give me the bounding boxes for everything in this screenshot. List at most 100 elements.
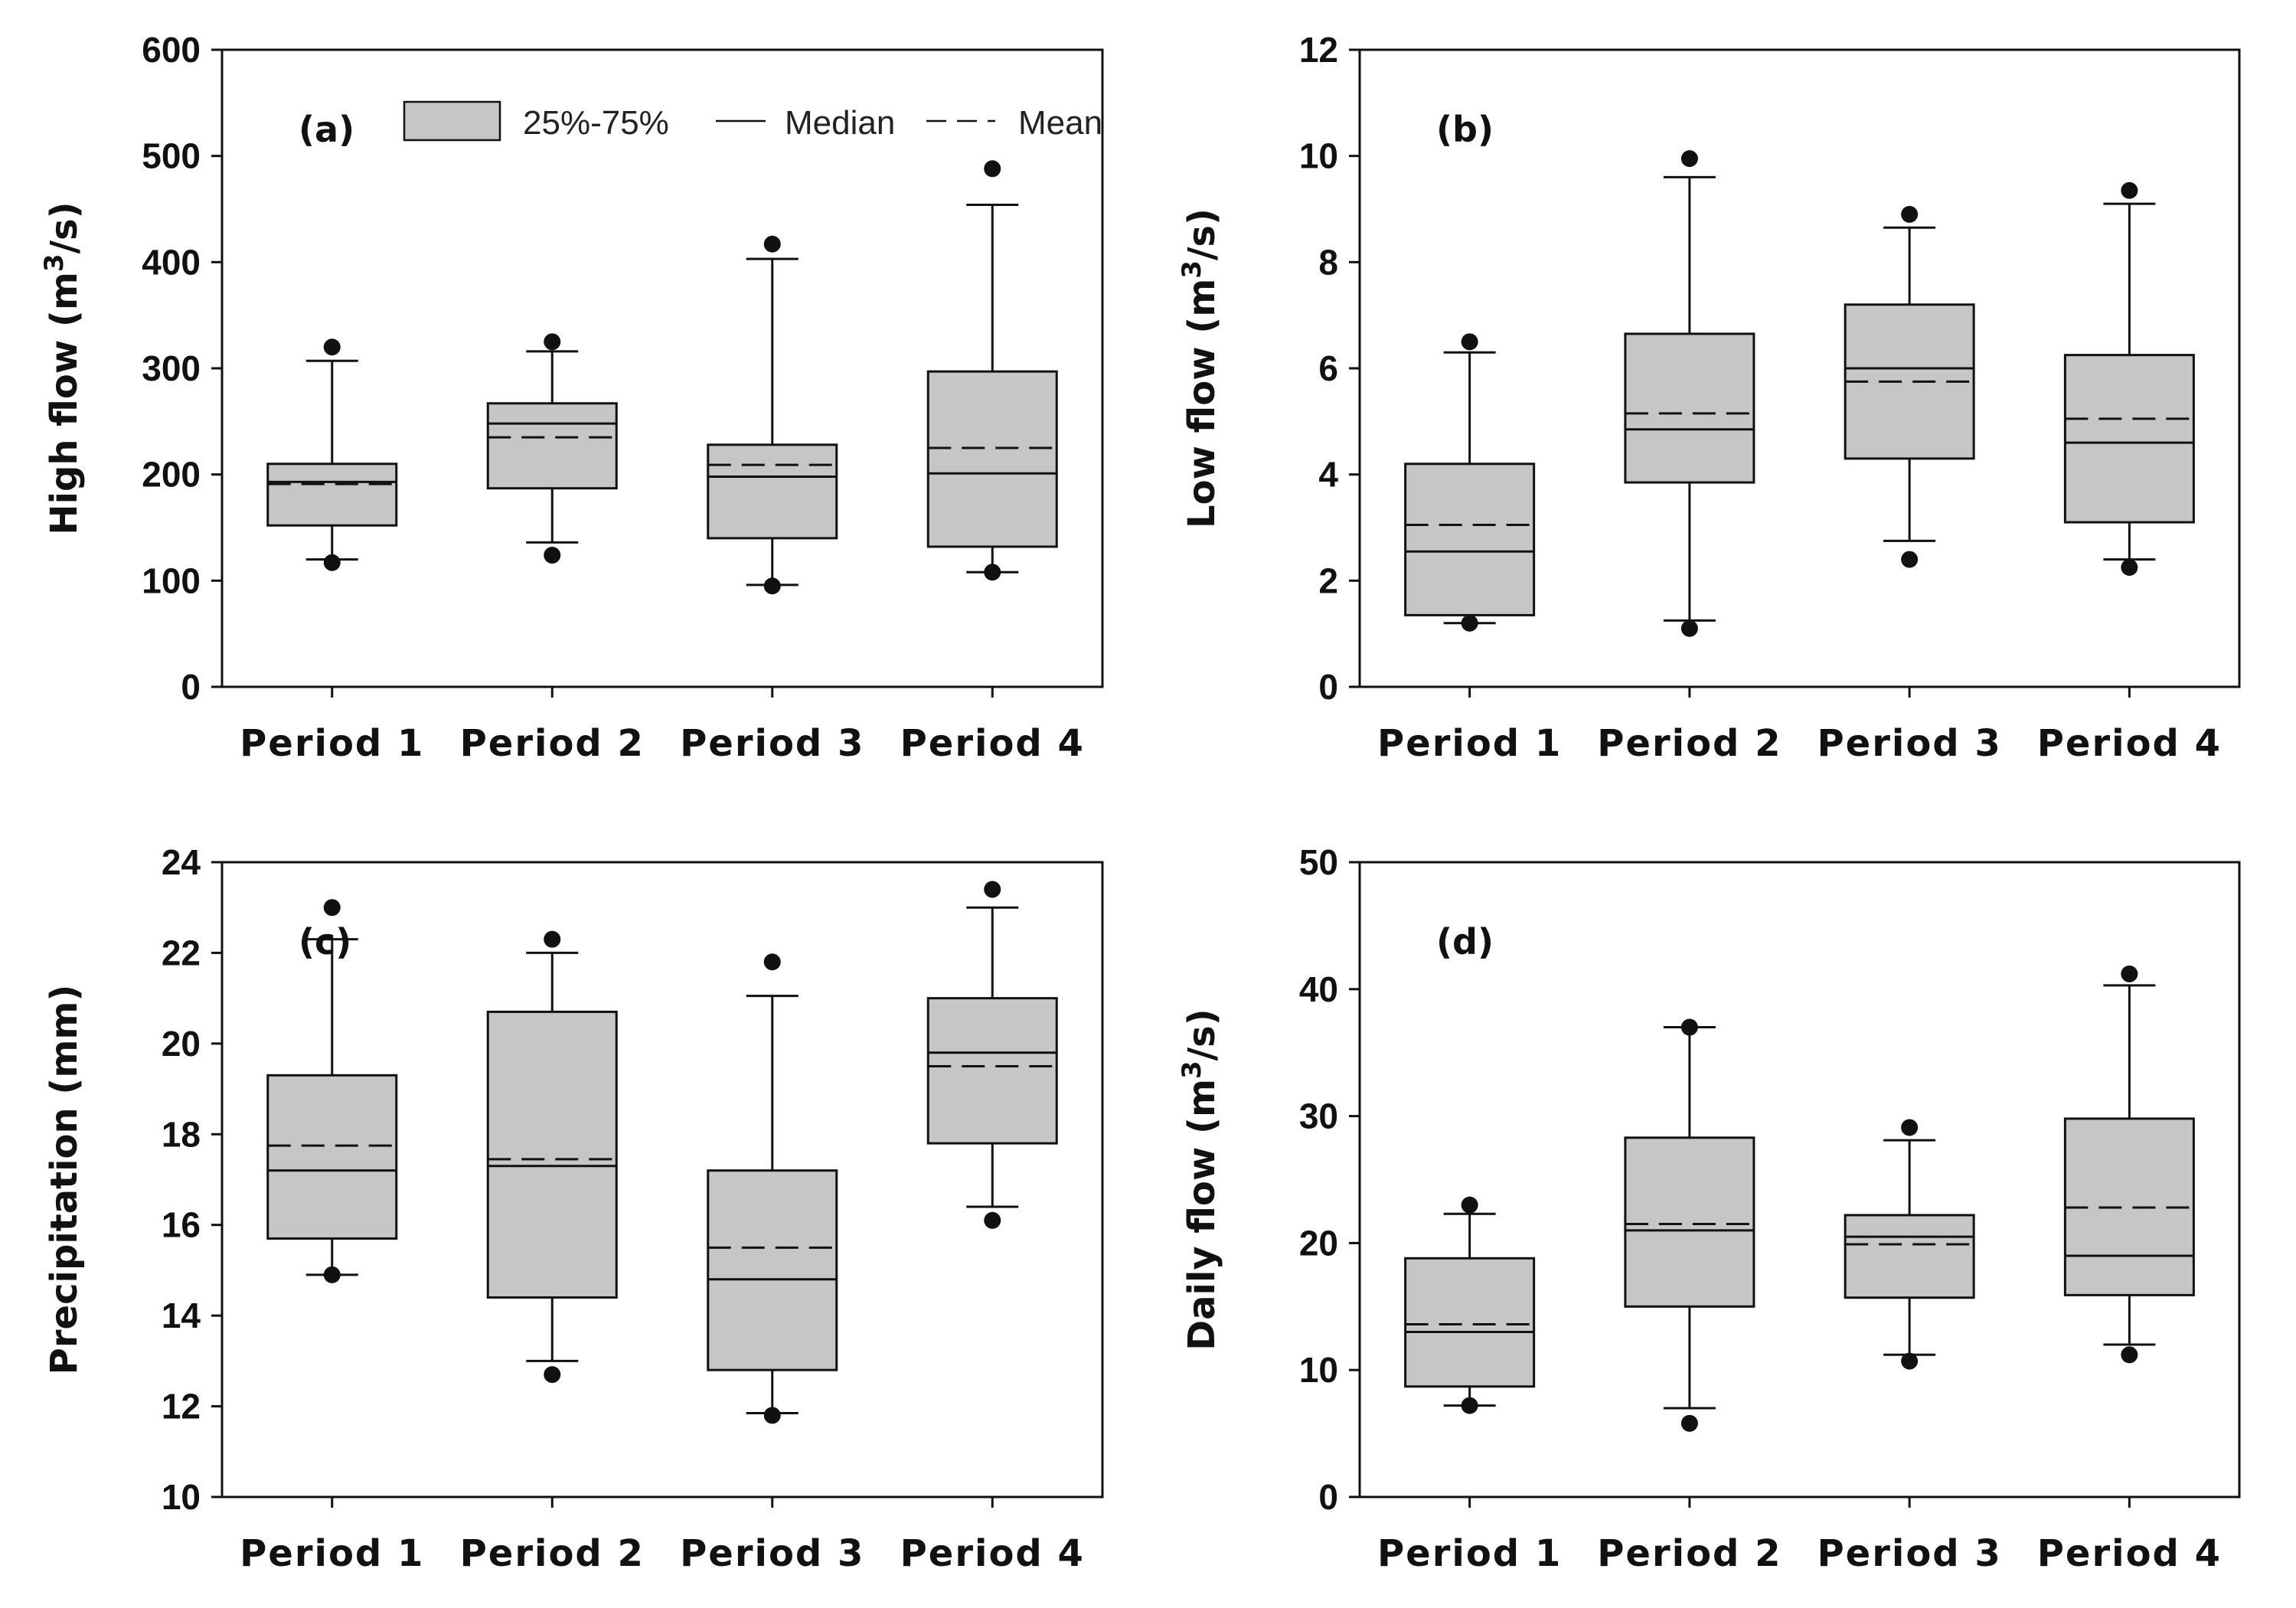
y-axis-label-superscript: 3 xyxy=(1177,260,1207,279)
box-period-3 xyxy=(707,235,838,595)
y-axis-label: High flow (m3/s) xyxy=(39,201,86,534)
y-tick-label: 40 xyxy=(1299,969,1338,1009)
box-period-1 xyxy=(1404,1196,1536,1414)
y-axis-label-text: Precipitation (mm) xyxy=(43,985,86,1375)
x-tick-label: Period 2 xyxy=(1597,1532,1782,1575)
box-period-3 xyxy=(1844,1119,1975,1370)
chart-panel-3: 10 12 14 16 18 20 22 24 Precipitation (mm) (c) Per… xyxy=(43,842,1104,1575)
y-tick-label: 600 xyxy=(142,30,201,70)
outlier-point xyxy=(2121,1346,2138,1364)
y-axis-label-unit: /s) xyxy=(1181,208,1223,260)
y-tick-label: 2 xyxy=(1318,561,1338,600)
y-tick-label: 22 xyxy=(162,933,201,972)
legend-mean-label: Mean xyxy=(1018,104,1102,142)
y-tick-label: 14 xyxy=(162,1296,201,1335)
iqr-box xyxy=(926,370,1058,548)
y-tick-label: 18 xyxy=(162,1114,201,1154)
iqr-box xyxy=(707,1169,838,1371)
x-tick-label: Period 1 xyxy=(240,722,424,765)
x-tick-label: Period 4 xyxy=(2037,722,2222,765)
chart-panel-2: 0 2 4 6 8 10 12 Low flow (m3/s) (b) Period 1 Perio… xyxy=(1177,30,2241,765)
y-axis-label-text: Low flow (m xyxy=(1181,279,1223,528)
box-period-4 xyxy=(926,160,1058,581)
y-tick-label: 10 xyxy=(162,1477,201,1517)
y-tick-label: 400 xyxy=(142,242,201,282)
plot-frame xyxy=(220,861,1104,1499)
x-tick-label: Period 2 xyxy=(1597,722,1782,765)
y-axis-label: Precipitation (mm) xyxy=(43,985,86,1375)
iqr-box xyxy=(266,1074,398,1240)
x-tick-label: Period 1 xyxy=(240,1532,424,1575)
box-period-2 xyxy=(1624,150,1755,637)
y-axis-label-unit: /s) xyxy=(1181,1008,1223,1061)
iqr-box xyxy=(1404,462,1536,616)
y-tick-label: 100 xyxy=(142,561,201,600)
outlier-point xyxy=(323,1266,341,1283)
y-tick-label: 24 xyxy=(162,842,201,882)
x-tick-label: Period 2 xyxy=(460,1532,645,1575)
outlier-point xyxy=(2121,559,2138,576)
outlier-point xyxy=(984,881,1001,898)
x-tick-label: Period 1 xyxy=(1377,722,1562,765)
y-tick-label: 30 xyxy=(1299,1097,1338,1136)
x-tick-label: Period 4 xyxy=(900,1532,1085,1575)
y-tick-label: 16 xyxy=(162,1205,201,1245)
x-tick-label: Period 1 xyxy=(1377,1532,1562,1575)
outlier-point xyxy=(323,899,341,917)
outlier-point xyxy=(544,1366,561,1384)
outlier-point xyxy=(984,564,1001,581)
box-period-2 xyxy=(486,333,618,564)
y-axis-label-superscript: 3 xyxy=(1177,1061,1207,1079)
outlier-point xyxy=(984,1211,1001,1229)
box-period-4 xyxy=(2063,965,2195,1364)
box-period-1 xyxy=(266,899,398,1283)
box-period-2 xyxy=(1624,1018,1755,1432)
y-tick-label: 0 xyxy=(1318,1477,1338,1517)
outlier-point xyxy=(323,338,341,356)
outlier-point xyxy=(1901,1352,1919,1370)
outlier-point xyxy=(1680,150,1698,168)
y-tick-label: 12 xyxy=(162,1387,201,1427)
outlier-point xyxy=(544,333,561,351)
y-tick-label: 4 xyxy=(1318,455,1338,495)
y-tick-label: 10 xyxy=(1299,136,1338,176)
iqr-box xyxy=(2063,354,2195,524)
outlier-point xyxy=(1901,1119,1919,1136)
y-tick-label: 12 xyxy=(1299,30,1338,70)
y-tick-label: 8 xyxy=(1318,242,1338,282)
y-tick-label: 0 xyxy=(181,667,201,707)
box-period-1 xyxy=(1404,333,1536,632)
outlier-point xyxy=(1461,1196,1478,1214)
box-period-3 xyxy=(1844,205,1975,568)
y-tick-label: 50 xyxy=(1299,842,1338,882)
plot-frame xyxy=(1358,861,2241,1499)
y-axis-label-text: High flow (m xyxy=(43,272,86,534)
outlier-point xyxy=(1680,619,1698,637)
x-tick-label: Period 4 xyxy=(2037,1532,2222,1575)
legend: 25%-75% Median Mean xyxy=(403,100,1102,142)
outlier-point xyxy=(544,930,561,948)
iqr-box xyxy=(486,1010,618,1299)
iqr-box xyxy=(1844,1214,1975,1299)
outlier-point xyxy=(1901,205,1919,223)
legend-box-swatch xyxy=(403,100,501,142)
panel-label: (b) xyxy=(1436,109,1494,150)
legend-median-label: Median xyxy=(785,104,895,142)
outlier-point xyxy=(1461,333,1478,351)
outlier-point xyxy=(1680,1414,1698,1432)
iqr-box xyxy=(1624,1136,1755,1308)
iqr-box xyxy=(266,462,398,527)
box-period-4 xyxy=(2063,181,2195,576)
outlier-point xyxy=(1901,551,1919,568)
y-tick-label: 0 xyxy=(1318,667,1338,707)
chart-panel-4: 0 10 20 30 40 50 Daily flow (m3/s) (d) Period 1 P… xyxy=(1177,842,2241,1575)
outlier-point xyxy=(1461,1397,1478,1414)
outlier-point xyxy=(2121,181,2138,199)
y-axis-label-text: Daily flow (m xyxy=(1181,1079,1223,1351)
iqr-box xyxy=(707,443,838,540)
panel-label: (c) xyxy=(299,921,351,963)
outlier-point xyxy=(763,235,781,253)
y-axis-label: Low flow (m3/s) xyxy=(1177,208,1223,528)
panel-label: (a) xyxy=(299,109,354,150)
